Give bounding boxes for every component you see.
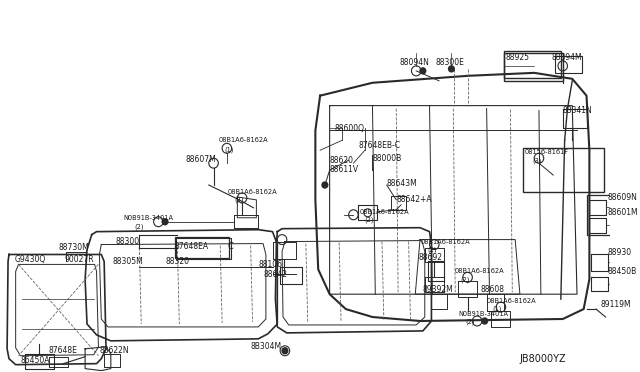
Text: C: C: [228, 242, 234, 251]
Text: 88607M: 88607M: [185, 155, 216, 164]
Text: (2): (2): [428, 246, 437, 253]
Text: 89392M: 89392M: [423, 285, 454, 294]
Text: N0B91B-3401A: N0B91B-3401A: [458, 311, 508, 317]
Circle shape: [282, 348, 288, 354]
Circle shape: [322, 182, 328, 188]
Text: N0B91B-3401A: N0B91B-3401A: [123, 215, 173, 221]
Text: (2): (2): [365, 217, 374, 223]
Text: 88643M: 88643M: [387, 179, 417, 187]
Text: 88608: 88608: [481, 285, 505, 294]
Text: 86450A: 86450A: [20, 356, 50, 365]
Circle shape: [162, 219, 168, 225]
Text: 88600Q: 88600Q: [334, 124, 364, 133]
Bar: [504, 53, 563, 81]
Text: 8B304M: 8B304M: [251, 342, 282, 351]
Bar: [523, 148, 604, 192]
Text: (3): (3): [532, 158, 541, 164]
Text: 90027R: 90027R: [64, 255, 94, 264]
Text: 88642+A: 88642+A: [396, 195, 432, 204]
Text: 88611V: 88611V: [330, 165, 359, 174]
Text: 08B1A6-8162A: 08B1A6-8162A: [359, 209, 409, 215]
Text: 88300E: 88300E: [435, 58, 464, 67]
Text: 88000B: 88000B: [372, 154, 402, 163]
Text: 88341N: 88341N: [563, 106, 593, 115]
Bar: [504, 51, 561, 78]
Text: 88692: 88692: [418, 253, 442, 262]
Text: 87648EA: 87648EA: [175, 242, 209, 251]
Text: (2): (2): [234, 197, 244, 203]
Text: 88320: 88320: [165, 257, 189, 266]
Circle shape: [420, 68, 426, 74]
Text: (1): (1): [492, 306, 502, 312]
Text: 88305M: 88305M: [113, 257, 143, 266]
Text: 88730M: 88730M: [58, 243, 89, 252]
Text: 88894M: 88894M: [551, 54, 582, 62]
Text: (2): (2): [134, 224, 144, 230]
Text: (1): (1): [224, 146, 234, 153]
Text: 87648EB-C: 87648EB-C: [358, 141, 400, 150]
Bar: [175, 237, 228, 259]
Text: 87648E: 87648E: [49, 346, 78, 355]
Text: 88925: 88925: [506, 54, 530, 62]
Text: 88609N: 88609N: [607, 193, 637, 202]
Text: 08B1A6-8162A: 08B1A6-8162A: [454, 268, 504, 275]
Text: 88622N: 88622N: [99, 346, 129, 355]
Text: 08B1A6-8162A: 08B1A6-8162A: [421, 238, 470, 244]
Text: 88094N: 88094N: [399, 58, 429, 67]
Text: (2): (2): [466, 319, 475, 325]
Text: 88642: 88642: [263, 270, 287, 279]
Text: 08B1A6-8162A: 08B1A6-8162A: [218, 137, 268, 143]
Text: 88106: 88106: [259, 260, 282, 269]
Text: 89119M: 89119M: [601, 299, 632, 309]
Text: 88300: 88300: [116, 237, 140, 246]
Text: 08B1A6-8162A: 08B1A6-8162A: [486, 298, 536, 304]
Text: 88601M: 88601M: [607, 208, 638, 217]
Bar: [175, 238, 230, 259]
Circle shape: [482, 318, 488, 324]
Text: 88620: 88620: [330, 156, 354, 165]
Circle shape: [449, 66, 454, 72]
Text: 88450B: 88450B: [607, 267, 637, 276]
Text: JB8000YZ: JB8000YZ: [520, 354, 566, 364]
Text: G9430Q: G9430Q: [15, 255, 46, 264]
Bar: [588, 195, 640, 235]
Text: 08156-8161F: 08156-8161F: [525, 149, 569, 155]
Text: (2): (2): [460, 276, 470, 283]
Text: 08B1A6-8162A: 08B1A6-8162A: [228, 189, 278, 195]
Text: 88930: 88930: [607, 248, 632, 257]
